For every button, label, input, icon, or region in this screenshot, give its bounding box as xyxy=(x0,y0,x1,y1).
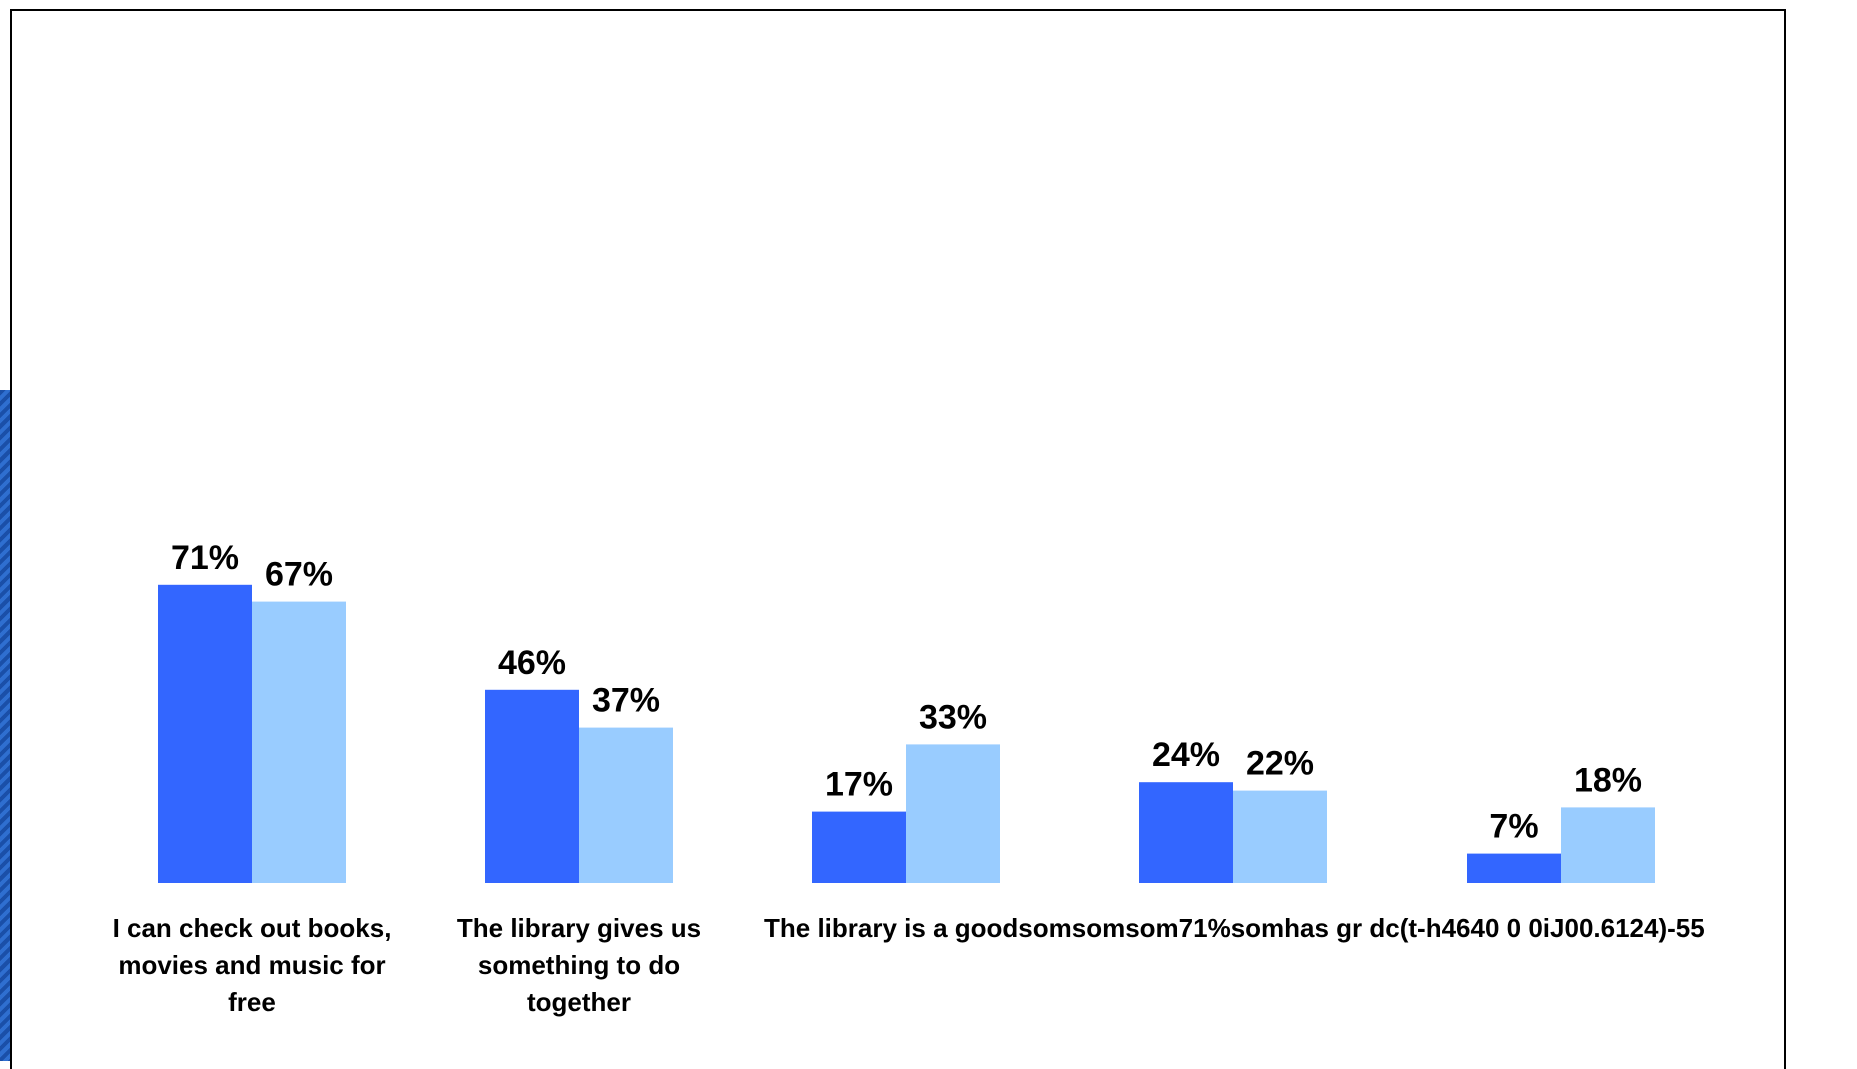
bar-s2-c3 xyxy=(906,744,1000,883)
category-label-c3-line1: The library is a goodsomsomsom71%somhas … xyxy=(764,913,1705,943)
value-label-s1-c2: 46% xyxy=(498,644,566,682)
value-label-s1-c1: 71% xyxy=(171,539,239,577)
category-label-c1-line3: free xyxy=(228,987,276,1017)
bar-s1-c1 xyxy=(158,584,252,883)
value-label-s2-c3: 33% xyxy=(919,698,987,736)
category-labels-layer: I can check out books, movies and music f… xyxy=(113,913,1705,1017)
bar-s1-c2 xyxy=(485,689,579,883)
value-label-s1-c4: 24% xyxy=(1152,736,1220,774)
value-label-s1-c3: 17% xyxy=(825,766,893,804)
category-label-c1-line2: movies and music for xyxy=(118,950,385,980)
value-label-s2-c5: 18% xyxy=(1574,761,1642,799)
bar-s1-c5 xyxy=(1467,853,1561,883)
chart-frame xyxy=(10,9,1786,1069)
category-label-c2-line2: something to do xyxy=(478,950,680,980)
category-label-c1-line1: I can check out books, xyxy=(113,913,392,943)
side-stripe-decoration xyxy=(0,390,12,1061)
category-label-c2-line1: The library gives us xyxy=(457,913,701,943)
category-label-c2-line3: together xyxy=(527,987,631,1017)
value-label-s2-c2: 37% xyxy=(592,682,660,720)
value-label-s2-c1: 67% xyxy=(265,556,333,594)
bar-s2-c1 xyxy=(252,601,346,883)
bar-s1-c4 xyxy=(1139,782,1233,883)
value-label-s1-c5: 7% xyxy=(1489,808,1538,846)
bar-s1-c3 xyxy=(812,811,906,883)
bar-s2-c4 xyxy=(1233,790,1327,883)
bars-layer xyxy=(158,584,1655,883)
value-labels-layer: 71% 46% 17% 24% 7% 67% 37% 33% 22% 18% xyxy=(171,539,1642,846)
value-label-s2-c4: 22% xyxy=(1246,745,1314,783)
bar-s2-c2 xyxy=(579,727,673,883)
bar-s2-c5 xyxy=(1561,807,1655,883)
